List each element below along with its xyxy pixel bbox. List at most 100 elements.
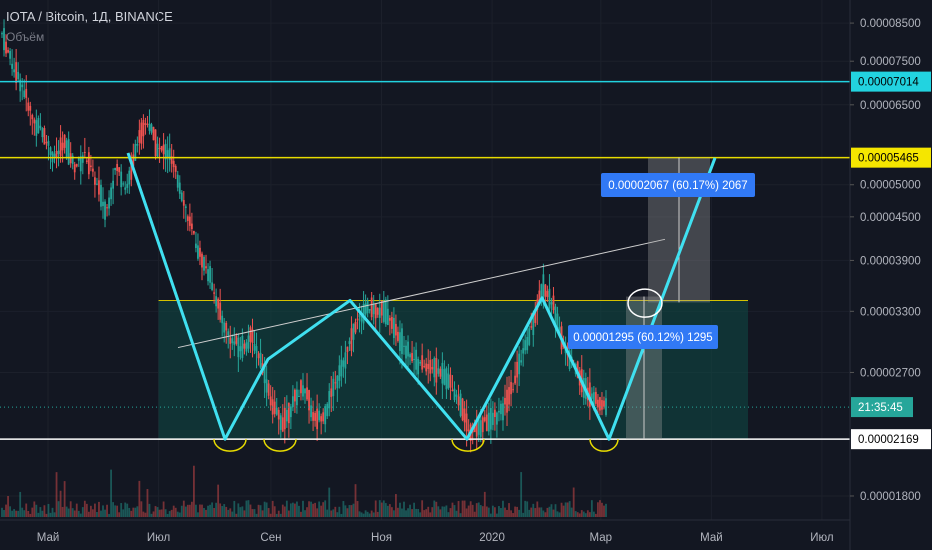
- candle-body: [534, 311, 537, 323]
- candle-body: [253, 344, 256, 351]
- candle-body: [215, 296, 218, 307]
- volume-bar: [348, 505, 351, 517]
- candle-body: [550, 302, 553, 305]
- candle-body: [605, 398, 607, 415]
- y-tick-label: 0.00005000: [860, 180, 921, 192]
- volume-bar: [352, 503, 355, 517]
- volume-bar: [582, 511, 585, 517]
- candle-body: [540, 284, 543, 301]
- volume-bar: [257, 504, 260, 517]
- candle-body: [546, 290, 549, 298]
- volume-bar: [467, 505, 470, 517]
- volume-bar: [98, 501, 100, 517]
- candle-body: [526, 336, 529, 351]
- price-tag: [851, 147, 931, 168]
- volume-bar: [560, 502, 563, 517]
- volume-bar: [397, 507, 399, 517]
- candle-body: [376, 308, 379, 315]
- volume-bar: [534, 508, 537, 517]
- volume-bar: [71, 508, 74, 517]
- candle-body: [300, 380, 302, 394]
- volume-bar: [182, 500, 185, 517]
- volume-bar: [89, 505, 92, 517]
- candle-body: [352, 323, 355, 340]
- candle-body: [524, 340, 527, 351]
- candle-body: [257, 353, 260, 359]
- candle-body: [281, 417, 284, 432]
- volume-bar: [87, 511, 90, 517]
- volume-bar: [15, 510, 18, 517]
- candle-body: [350, 328, 353, 351]
- candle-body: [479, 420, 482, 437]
- candle-body: [128, 170, 131, 185]
- volume-bar: [146, 489, 149, 517]
- volume-bar: [235, 513, 238, 517]
- volume-bar: [425, 509, 428, 517]
- volume-bar: [112, 502, 115, 517]
- volume-bar: [94, 503, 96, 517]
- candle-body: [465, 413, 468, 432]
- x-tick-label: Май: [700, 532, 723, 544]
- volume-bar: [538, 507, 541, 517]
- candle-body: [37, 118, 40, 134]
- volume-bar: [356, 501, 359, 517]
- candle-body: [130, 159, 133, 180]
- candle-body: [263, 364, 266, 384]
- x-tick-label: Май: [37, 532, 60, 544]
- candle-body: [148, 123, 151, 131]
- volume-bar: [27, 510, 30, 517]
- candle-body: [55, 150, 58, 158]
- volume-bar: [544, 512, 547, 517]
- volume-bar: [273, 506, 276, 517]
- volume-bar: [116, 505, 119, 517]
- volume-bar: [570, 507, 573, 517]
- volume-bar: [439, 509, 442, 517]
- volume-bar: [33, 501, 36, 517]
- candle-body: [392, 317, 395, 339]
- volume-bar: [372, 512, 375, 517]
- volume-bar: [122, 509, 125, 517]
- candle-body: [441, 362, 444, 384]
- volume-bar: [203, 507, 205, 517]
- candle-body: [374, 304, 377, 319]
- candle-body: [522, 348, 525, 354]
- volume-bar: [306, 507, 308, 517]
- candle-body: [316, 408, 319, 430]
- candle-body: [500, 403, 502, 415]
- volume-bar: [332, 509, 335, 517]
- measure-label-text: 0.00001295 (60.12%) 1295: [573, 332, 712, 344]
- volume-bar: [376, 511, 379, 517]
- volume-bar: [188, 504, 191, 517]
- candle-body: [302, 385, 304, 397]
- candle-body: [176, 174, 179, 188]
- candle-body: [21, 84, 24, 88]
- volume-bar: [445, 505, 448, 517]
- candle-body: [104, 201, 106, 220]
- candle-body: [162, 144, 165, 155]
- x-tick-label: Ноя: [371, 532, 392, 544]
- volume-bar: [164, 509, 167, 517]
- candle-body: [231, 338, 234, 344]
- volume-bar: [170, 509, 173, 517]
- volume-bar: [154, 506, 157, 517]
- volume-bar: [506, 509, 508, 517]
- volume-bar: [500, 508, 502, 517]
- candle-body: [395, 323, 397, 336]
- candle-body: [368, 309, 371, 311]
- candle-body: [544, 284, 547, 297]
- volume-bar: [388, 504, 391, 517]
- candle-body: [106, 207, 108, 209]
- volume-bar: [386, 505, 389, 517]
- volume-bar: [126, 503, 129, 517]
- volume-bar: [318, 501, 321, 517]
- candle-body: [334, 382, 337, 384]
- volume-bar: [368, 513, 371, 517]
- candle-body: [388, 318, 391, 321]
- volume-bar: [178, 512, 181, 517]
- volume-bar: [380, 502, 383, 517]
- time-axis: Май Июл Сен Ноя 2020 Мар Май Июл: [37, 532, 834, 544]
- candle-body: [245, 342, 248, 352]
- volume-bar: [130, 510, 133, 517]
- volume-bar: [275, 513, 278, 517]
